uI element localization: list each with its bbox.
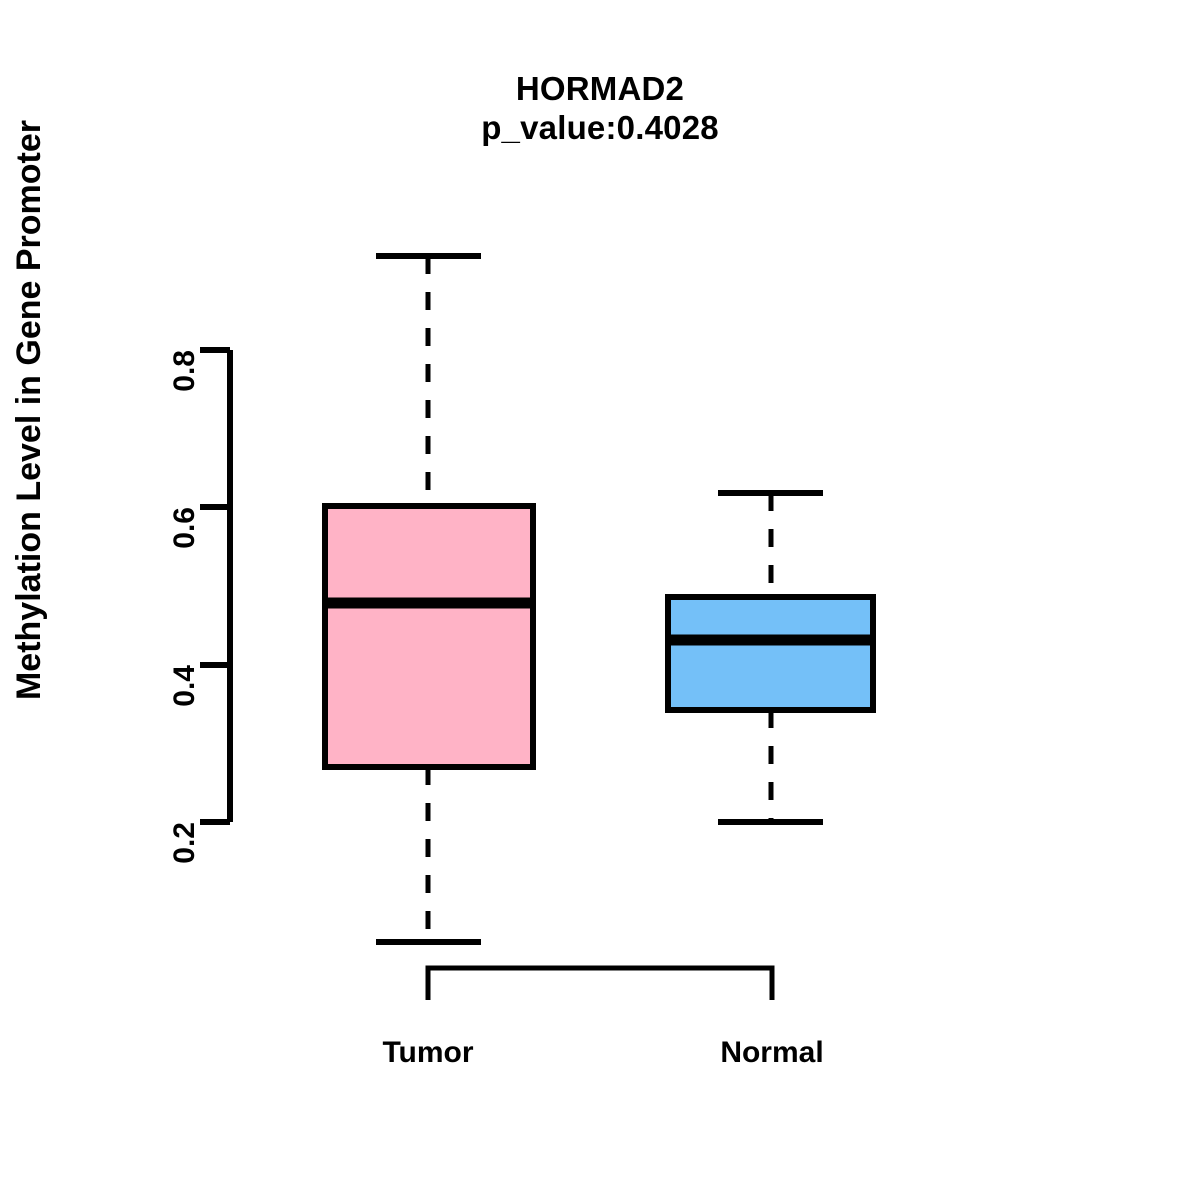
x-tick-label-normal: Normal bbox=[720, 1036, 824, 1069]
chart-title-block: HORMAD2 p_value:0.4028 bbox=[0, 70, 1200, 148]
chart-subtitle-pvalue: p_value:0.4028 bbox=[481, 108, 719, 146]
chart-title: HORMAD2 bbox=[515, 70, 685, 107]
x-axis-bracket bbox=[425, 965, 775, 1000]
tumor-box-iqr bbox=[322, 503, 536, 770]
x-tick-label-tumor: Tumor bbox=[382, 1036, 474, 1069]
box-normal[interactable] bbox=[665, 490, 876, 825]
x-axis bbox=[425, 965, 775, 1000]
y-axis bbox=[200, 347, 233, 825]
normal-box-iqr bbox=[665, 594, 876, 713]
box-tumor[interactable] bbox=[322, 253, 536, 945]
